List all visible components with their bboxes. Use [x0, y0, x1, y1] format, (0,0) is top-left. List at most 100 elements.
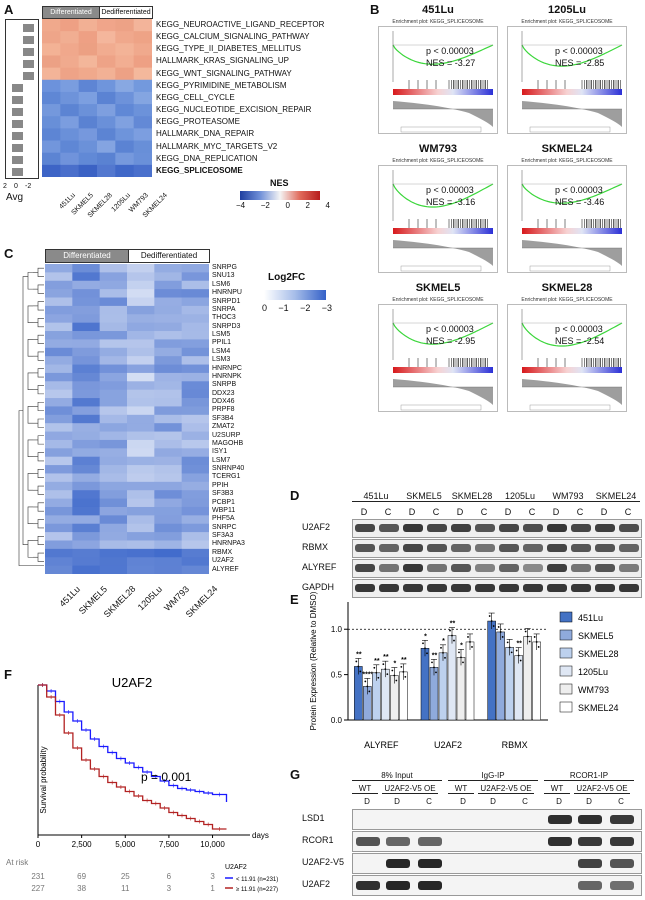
ip-protein-label: U2AF2-V5 [302, 857, 345, 867]
blot-band [547, 524, 567, 532]
heatmap-cell [127, 398, 155, 407]
gene-label: ALYREF [212, 565, 239, 573]
heatmap-cell [127, 381, 155, 391]
pathway-label: HALLMARK_DNA_REPAIR [156, 129, 255, 139]
heatmap-cell [154, 289, 183, 298]
gsea-plot-box [378, 165, 498, 273]
heatmap-cell [181, 364, 209, 374]
gsea-plot [521, 31, 623, 133]
blot-band [571, 564, 591, 572]
heatmap-cell [133, 140, 152, 154]
heatmap-cell [45, 465, 73, 474]
blot-band [403, 544, 423, 552]
ip-sub-label: WT [352, 784, 378, 794]
heatmap-cell [99, 289, 128, 298]
at-risk-count: 6 [167, 872, 172, 881]
blot-band [547, 564, 567, 572]
gene-label: SNRNP40 [212, 465, 245, 473]
blot-row [352, 519, 642, 538]
pathway-label: KEGG_PROTEASOME [156, 117, 241, 127]
blot-band [547, 584, 567, 592]
blot-row [352, 539, 642, 558]
avg-bar-box [5, 19, 39, 179]
heatmap-cell [42, 116, 61, 129]
ip-blot-band [356, 881, 380, 890]
heatmap-cell [45, 515, 73, 525]
heatmap-cell [99, 490, 128, 499]
gsea-title: WM793 [419, 143, 457, 155]
blot-row [352, 559, 642, 578]
heatmap-cell [60, 43, 80, 56]
heatmap-cell [115, 140, 135, 154]
header-differentiated-c: Differentiated [45, 249, 129, 263]
gsea-nes: NES = -3.27 [426, 58, 476, 68]
heatmap-cell [154, 389, 183, 399]
bar [420, 648, 430, 721]
log2fc-tick: −1 [278, 303, 289, 313]
heatmap-cell [181, 347, 209, 357]
ip-blot-band [578, 815, 602, 824]
heatmap-cell [99, 548, 128, 558]
heatmap-cell [99, 322, 128, 332]
heatmap-cell [154, 465, 183, 474]
heatmap-cell [97, 55, 116, 69]
heatmap-cell [45, 565, 73, 574]
heatmap-cell [181, 498, 209, 508]
gsea-title: SKMEL5 [415, 282, 461, 294]
heatmap-cell [154, 314, 183, 324]
heatmap-cell [127, 540, 155, 550]
heatmap-cell [127, 506, 155, 516]
heatmap-cell [45, 381, 73, 391]
heatmap-cell [154, 272, 183, 282]
heatmap-cell [127, 490, 155, 499]
heatmap-cell [72, 490, 101, 499]
blot-lane-label: D [408, 507, 416, 517]
heatmap-cell [154, 456, 183, 466]
gsea-plot-box [378, 26, 498, 134]
blot-band [379, 584, 399, 592]
heatmap-cell [42, 19, 61, 32]
heatmap-cell [60, 55, 80, 69]
heatmap-cell [181, 448, 209, 458]
category-label: ALYREF [364, 740, 399, 750]
heatmap-cell [99, 448, 128, 458]
gsea-plot-box [507, 26, 627, 134]
gene-label: THOC3 [212, 314, 236, 322]
heatmap-cell [154, 406, 183, 416]
gene-label: HNRNPC [212, 364, 242, 372]
bar [465, 641, 475, 721]
ip-blot-band [578, 881, 602, 890]
ip-blot-band [578, 859, 602, 868]
significance-label: ** [356, 651, 362, 658]
heatmap-cell [115, 128, 135, 141]
heatmap-cell [72, 557, 101, 567]
heatmap-cell [45, 398, 73, 407]
heatmap-cell [99, 465, 128, 474]
legend-entry: WM793 [578, 685, 609, 695]
heatmap-cell [60, 19, 80, 32]
ip-lane-label: D [556, 797, 562, 806]
ip-blot-band [548, 815, 572, 824]
pathway-label: KEGG_TYPE_II_DIABETES_MELLITUS [156, 44, 301, 54]
gene-label: ZMAT2 [212, 423, 235, 431]
heatmap-cell [115, 116, 135, 129]
significance-label: * [442, 638, 445, 645]
gsea-plot [521, 170, 623, 272]
ip-lane-label: D [586, 797, 592, 806]
blot-band [523, 564, 543, 572]
heatmap-cell [99, 414, 128, 424]
bar [532, 641, 541, 721]
heatmap-cell [97, 104, 116, 117]
heatmap-cell [78, 104, 98, 117]
heatmap-cell [45, 264, 73, 273]
heatmap-cell [72, 406, 101, 416]
pathway-label: KEGG_CELL_CYCLE [156, 92, 235, 102]
gene-label: HNRNPK [212, 372, 242, 380]
heatmap-cell [60, 116, 80, 129]
gene-label: SNU13 [212, 272, 235, 280]
gsea-pvalue: p < 0.00003 [426, 46, 474, 56]
heatmap-cell [154, 448, 183, 458]
blot-band [499, 544, 519, 552]
survival-km-chart: U2AF2 0 2,500 5,000 7,500 10,000 days Survival … [6, 675, 278, 893]
gsea-subtitle: Enrichment plot: KEGG_SPLICEOSOME [521, 297, 613, 303]
